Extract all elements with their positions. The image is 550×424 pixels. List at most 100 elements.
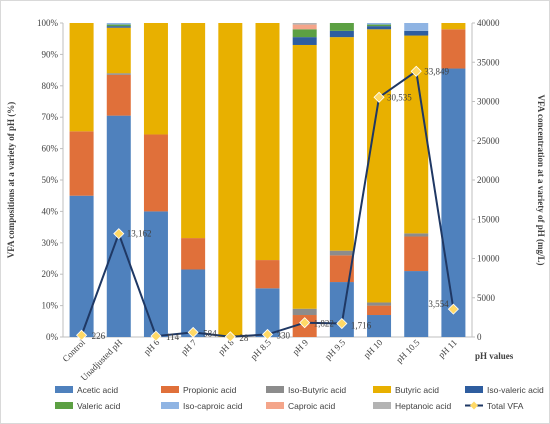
total-vfa-data-label: 30,535	[387, 92, 412, 102]
bar-segment-acetic-acid	[367, 315, 392, 337]
total-vfa-data-label: 3,554	[428, 299, 449, 309]
x-tick-label: Control	[60, 337, 87, 364]
legend-swatch-caproic-acid	[266, 402, 284, 409]
total-vfa-data-label: 1,716	[351, 321, 372, 331]
x-tick-label: pH 10	[362, 337, 385, 360]
bar-segment-propionic-acid	[367, 305, 392, 316]
left-tick-label: 20%	[42, 269, 59, 279]
bar-segment-propionic-acid	[181, 238, 206, 270]
bar-segment-caproic-acid	[292, 24, 317, 30]
total-vfa-data-label: 13,162	[127, 229, 152, 239]
x-tick-label: pH 9.5	[323, 337, 348, 362]
bar-segment-iso-valeric-acid	[292, 37, 317, 45]
bar-segment-valeric-acid	[367, 24, 392, 27]
total-vfa-marker	[113, 228, 125, 240]
bar-segment-butyric-acid	[404, 35, 429, 234]
total-vfa-data-label: 33,849	[424, 66, 449, 76]
legend-label-iso-valeric-acid: Iso-valeric acid	[487, 385, 544, 395]
bar-segment-iso-caproic-acid	[367, 23, 392, 25]
bar-segment-iso-butyric-acid	[106, 73, 131, 75]
bar-segment-valeric-acid	[106, 24, 131, 27]
bar-segment-butyric-acid	[329, 37, 354, 251]
legend-swatch-valeric-acid	[55, 402, 73, 409]
total-vfa-marker	[299, 317, 311, 329]
bar-segment-butyric-acid	[367, 29, 392, 303]
total-vfa-marker	[76, 329, 88, 341]
left-tick-label: 0%	[46, 332, 59, 342]
legend-swatch-iso-butyric-acid	[266, 386, 284, 393]
right-tick-label: 0	[477, 332, 482, 342]
bar-segment-butyric-acid	[181, 23, 206, 239]
legend-label-butyric-acid: Butyric acid	[395, 385, 439, 395]
legend-marker-total-vfa	[470, 401, 478, 410]
left-tick-label: 40%	[42, 206, 59, 216]
total-vfa-marker	[336, 317, 348, 330]
right-axis-title: VFA concentration at a variety of pH (mg…	[536, 94, 546, 265]
total-vfa-marker	[373, 91, 385, 103]
bar-segment-iso-butyric-acid	[292, 308, 317, 316]
bar-segment-iso-valeric-acid	[106, 26, 131, 28]
bar-segment-propionic-acid	[441, 29, 466, 69]
legend-swatch-iso-caproic-acid	[161, 402, 179, 409]
left-tick-label: 50%	[42, 175, 59, 185]
x-tick-label: pH 6	[142, 337, 162, 357]
bar-segment-butyric-acid	[218, 23, 243, 337]
x-tick-label: pH 9	[290, 337, 310, 357]
legend-label-acetic-acid: Acetic acid	[77, 385, 118, 395]
right-tick-label: 5000	[477, 293, 496, 303]
total-vfa-marker	[150, 330, 162, 342]
right-tick-label: 10000	[477, 254, 500, 264]
bar-segment-valeric-acid	[329, 23, 354, 31]
legend-label-iso-butyric-acid: Iso-Butyric acid	[288, 385, 346, 395]
left-axis-title: VFA compositions at a variety of pH (%)	[6, 102, 16, 259]
bar-segment-valeric-acid	[292, 29, 317, 38]
right-tick-label: 30000	[477, 97, 500, 107]
x-tick-label: pH 7	[179, 337, 199, 357]
x-tick-label: pH 10.5	[394, 337, 422, 365]
total-vfa-marker	[224, 331, 236, 343]
bar-segment-propionic-acid	[143, 134, 168, 212]
bar-segment-butyric-acid	[106, 27, 131, 74]
bar-segment-iso-valeric-acid	[367, 26, 392, 30]
legend-swatch-acetic-acid	[55, 386, 73, 393]
legend-label-propionic-acid: Propionic acid	[183, 385, 237, 395]
legend-label-valeric-acid: Valeric acid	[77, 401, 121, 411]
legend-swatch-iso-valeric-acid	[465, 386, 483, 393]
bar-segment-heptanoic-acid	[292, 23, 317, 25]
total-vfa-data-label: 114	[166, 332, 180, 342]
left-tick-label: 90%	[42, 49, 59, 59]
bar-segment-acetic-acid	[441, 68, 466, 337]
bar-segment-acetic-acid	[69, 195, 94, 337]
left-tick-label: 80%	[42, 81, 59, 91]
bar-segment-acetic-acid	[404, 271, 429, 337]
bar-segment-iso-caproic-acid	[404, 23, 429, 31]
x-tick-label: pH 11	[436, 337, 459, 360]
bar-segment-propionic-acid	[106, 74, 131, 116]
legend-label-total-vfa: Total VFA	[487, 401, 524, 411]
bar-segment-butyric-acid	[69, 23, 94, 132]
legend-label-heptanoic-acid: Heptanoic acid	[395, 401, 452, 411]
left-tick-label: 60%	[42, 144, 59, 154]
bar-segment-acetic-acid	[181, 269, 206, 337]
bar-segment-propionic-acid	[404, 236, 429, 272]
right-tick-label: 40000	[477, 18, 500, 28]
total-vfa-data-label: 330	[277, 330, 291, 340]
bar-segment-butyric-acid	[441, 23, 466, 30]
total-vfa-marker	[447, 303, 459, 315]
legend-swatch-propionic-acid	[161, 386, 179, 393]
bar-segment-iso-caproic-acid	[106, 23, 131, 25]
legend-swatch-heptanoic-acid	[373, 402, 391, 409]
right-tick-label: 25000	[477, 136, 500, 146]
bar-segment-iso-butyric-acid	[404, 233, 429, 237]
total-vfa-data-label: 1,822	[314, 319, 334, 329]
left-tick-label: 70%	[42, 112, 59, 122]
bar-segment-iso-butyric-acid	[329, 250, 354, 256]
right-tick-label: 35000	[477, 57, 500, 67]
bar-segment-iso-valeric-acid	[329, 30, 354, 38]
right-tick-label: 20000	[477, 175, 500, 185]
legend-swatch-butyric-acid	[373, 386, 391, 393]
bar-segment-butyric-acid	[292, 44, 317, 309]
x-tick-label: pH 8.5	[249, 337, 274, 362]
